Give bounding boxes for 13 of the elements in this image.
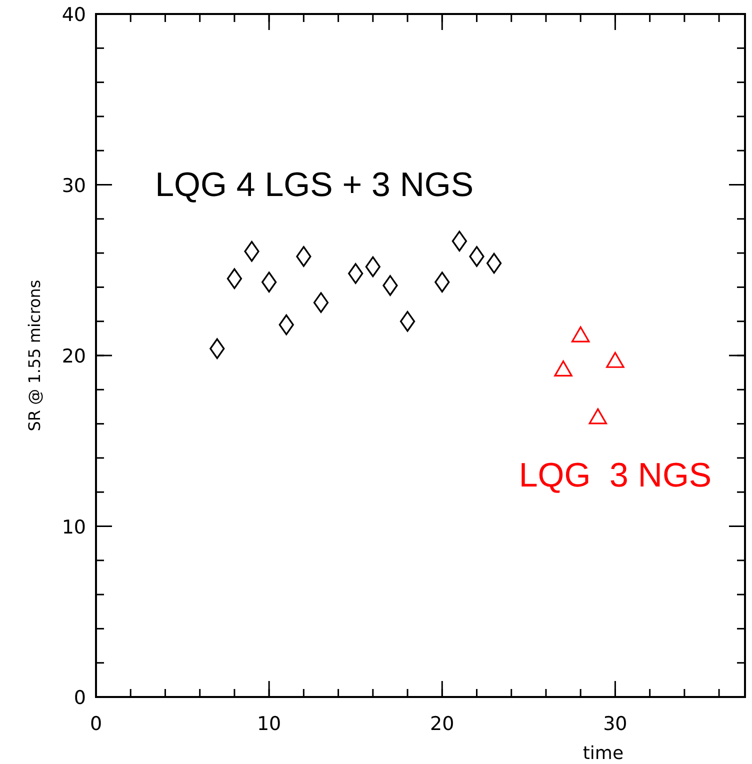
y-tick-label: 30	[62, 174, 86, 197]
x-tick-label: 30	[603, 713, 628, 735]
y-axis-title: SR @ 1.55 microns	[25, 280, 44, 432]
y-tick-label: 0	[74, 687, 86, 709]
x-axis-title: time	[582, 743, 624, 764]
y-tick-label: 10	[62, 516, 86, 538]
y-tick-label: 20	[62, 346, 86, 368]
series-label: LQG 3 NGS	[518, 456, 712, 495]
y-tick-label: 40	[62, 4, 86, 26]
x-tick-label: 20	[430, 713, 454, 735]
x-tick-label: 0	[90, 713, 102, 735]
x-tick-label: 10	[256, 713, 282, 735]
legend-label: LQG 4 LGS + 3 NGS	[155, 166, 474, 204]
